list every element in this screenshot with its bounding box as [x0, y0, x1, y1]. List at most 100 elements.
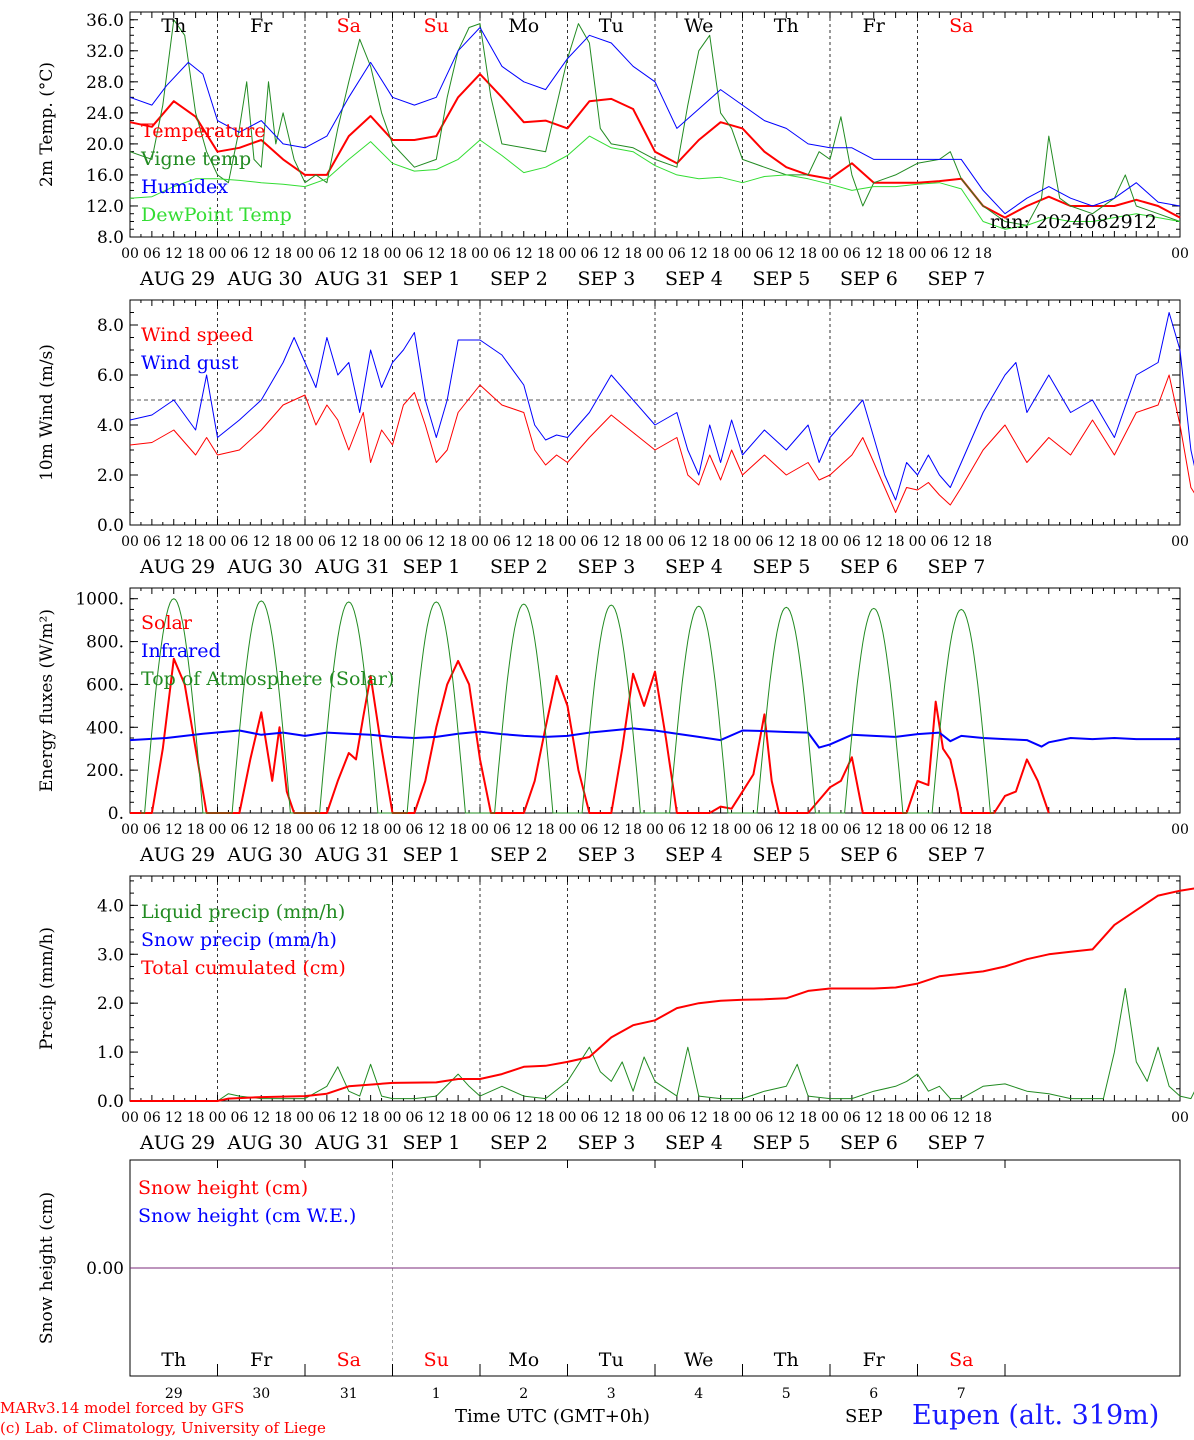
day-name-bottom: Mo [508, 1349, 539, 1371]
hour-label: 00 [384, 246, 402, 262]
date-label: SEP 2 [490, 844, 548, 866]
legend-item: Temperature [141, 120, 265, 142]
hour-label: 18 [449, 822, 467, 838]
hour-label: 00 [471, 246, 489, 262]
y-tick-label: 28.0 [86, 73, 124, 93]
hour-label: 12 [602, 1110, 620, 1126]
y-tick-label: 800. [86, 633, 124, 653]
y-tick-label: 600. [86, 675, 124, 695]
hour-label: 00 [646, 1110, 664, 1126]
date-label: AUG 30 [227, 556, 303, 578]
y-axis-label: Precip (mm/h) [37, 927, 57, 1050]
hour-label: 18 [537, 1110, 555, 1126]
legend-item: Vigne temp [140, 148, 251, 170]
hour-label: 18 [887, 822, 905, 838]
hour-label: 18 [537, 246, 555, 262]
hour-label: 00 [296, 534, 314, 550]
y-axis-label: Energy fluxes (W/m²) [37, 609, 57, 792]
hour-label: 06 [318, 822, 336, 838]
hour-label: 18 [974, 246, 992, 262]
run-label: run: 2024082912 [990, 211, 1157, 233]
hour-label: 18 [187, 534, 205, 550]
date-label: SEP 5 [753, 844, 811, 866]
day-name-bottom: Su [424, 1349, 449, 1371]
hour-label: 00 [296, 822, 314, 838]
hour-label: 12 [515, 534, 533, 550]
hour-label: 06 [493, 822, 511, 838]
hour-label: 00 [209, 534, 227, 550]
hour-label: 12 [602, 534, 620, 550]
day-name-top: Fr [250, 15, 273, 37]
hour-label: 18 [799, 822, 817, 838]
date-label: AUG 29 [139, 268, 215, 290]
y-tick-label: 2.0 [97, 994, 124, 1014]
hour-label: 12 [690, 1110, 708, 1126]
hour-label: 06 [755, 534, 773, 550]
hour-label: 06 [318, 1110, 336, 1126]
y-tick-label: 20.0 [86, 135, 124, 155]
legend-item: Snow precip (mm/h) [141, 929, 337, 951]
series-line-wind-gust [129, 312, 1194, 501]
hour-label: 06 [143, 822, 161, 838]
hour-label: 06 [580, 534, 598, 550]
hour-label: 06 [755, 246, 773, 262]
day-name-top: Th [161, 15, 186, 37]
date-label: SEP 1 [403, 556, 461, 578]
hour-label: 00 [121, 246, 139, 262]
hour-label: 18 [799, 246, 817, 262]
day-name-bottom: Th [774, 1349, 799, 1371]
day-name-top: We [684, 15, 713, 37]
y-tick-label: 4.0 [97, 416, 124, 436]
hour-label: 06 [143, 534, 161, 550]
hour-label: 06 [405, 534, 423, 550]
hour-label: 06 [405, 822, 423, 838]
day-number: 3 [607, 1386, 616, 1402]
hour-label: 00 [559, 534, 577, 550]
date-label: SEP 6 [840, 556, 898, 578]
y-tick-label: 16.0 [86, 166, 124, 186]
hour-label: 18 [624, 534, 642, 550]
y-tick-label: 0.00 [86, 1259, 124, 1279]
hour-label: 06 [580, 246, 598, 262]
hour-label: 12 [252, 822, 270, 838]
hour-label: 12 [777, 246, 795, 262]
hour-label: 18 [449, 246, 467, 262]
hour-label: 12 [690, 246, 708, 262]
hour-label: 00 [209, 1110, 227, 1126]
date-label: AUG 29 [139, 1132, 215, 1154]
hour-label: 06 [493, 534, 511, 550]
hour-label: 12 [602, 822, 620, 838]
y-tick-label: 8.0 [97, 316, 124, 336]
hour-label: 00 [121, 822, 139, 838]
hour-label: 18 [537, 822, 555, 838]
hour-label: 18 [712, 246, 730, 262]
hour-label: 06 [843, 822, 861, 838]
hour-label: 06 [930, 534, 948, 550]
hour-label: 00 [909, 246, 927, 262]
hour-label: 06 [930, 1110, 948, 1126]
y-tick-label: 0. [108, 804, 124, 824]
hour-label: 18 [274, 822, 292, 838]
hour-label: 18 [537, 534, 555, 550]
hour-label: 00 [1171, 1110, 1189, 1126]
hour-label: 00 [209, 246, 227, 262]
legend-item: Humidex [141, 176, 228, 198]
series-line-humidex [129, 27, 1181, 215]
hour-label: 00 [734, 246, 752, 262]
legend-item: Wind gust [141, 352, 239, 374]
hour-label: 06 [755, 1110, 773, 1126]
y-tick-label: 1.0 [97, 1043, 124, 1063]
hour-label: 00 [559, 1110, 577, 1126]
y-tick-label: 24.0 [86, 104, 124, 124]
y-tick-label: 2.0 [97, 466, 124, 486]
legend-item: Infrared [141, 640, 221, 662]
series-line-vigne-temp [129, 19, 1181, 226]
day-name-top: Sa [949, 15, 973, 37]
credit-line-2: (c) Lab. of Climatology, University of L… [0, 1419, 326, 1437]
hour-label: 00 [734, 534, 752, 550]
hour-label: 06 [668, 1110, 686, 1126]
date-label: SEP 3 [578, 844, 636, 866]
hour-label: 12 [427, 822, 445, 838]
legend-item: Wind speed [141, 324, 253, 346]
